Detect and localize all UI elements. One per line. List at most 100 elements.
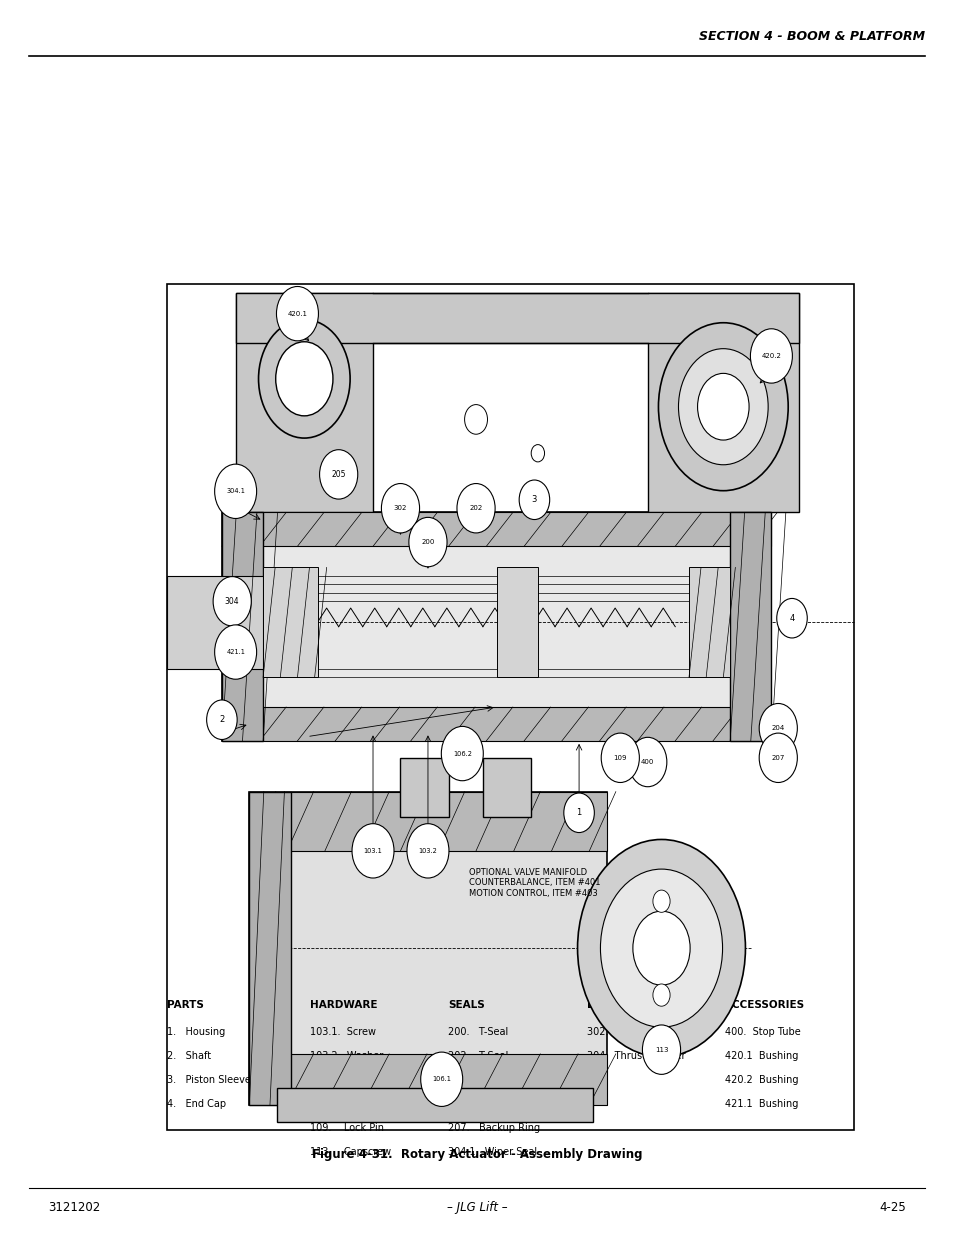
Polygon shape bbox=[222, 546, 771, 706]
Circle shape bbox=[464, 405, 487, 435]
Polygon shape bbox=[222, 513, 771, 741]
Circle shape bbox=[276, 287, 318, 341]
Text: 109.    Lock Pin: 109. Lock Pin bbox=[310, 1123, 384, 1134]
Text: 1.   Housing: 1. Housing bbox=[167, 1026, 225, 1037]
Circle shape bbox=[750, 329, 792, 383]
Polygon shape bbox=[276, 1088, 592, 1121]
Text: 420.2  Bushing: 420.2 Bushing bbox=[724, 1074, 798, 1086]
Circle shape bbox=[352, 824, 394, 878]
Text: 200: 200 bbox=[421, 538, 435, 545]
Polygon shape bbox=[249, 792, 606, 1104]
Text: 3121202: 3121202 bbox=[48, 1202, 100, 1214]
Text: 421.1: 421.1 bbox=[226, 650, 245, 655]
Text: 1: 1 bbox=[576, 808, 581, 818]
Circle shape bbox=[641, 1025, 679, 1074]
Polygon shape bbox=[688, 567, 729, 678]
Circle shape bbox=[420, 1052, 462, 1107]
Text: HARDWARE: HARDWARE bbox=[310, 1000, 377, 1010]
Circle shape bbox=[632, 911, 689, 986]
Polygon shape bbox=[497, 567, 537, 678]
Text: 304: 304 bbox=[225, 597, 239, 606]
Polygon shape bbox=[647, 293, 798, 513]
Text: 204: 204 bbox=[771, 725, 784, 731]
Circle shape bbox=[577, 840, 744, 1057]
Text: 113: 113 bbox=[654, 1046, 667, 1052]
Circle shape bbox=[678, 348, 767, 464]
Circle shape bbox=[441, 726, 483, 781]
Circle shape bbox=[652, 890, 669, 913]
Circle shape bbox=[214, 464, 256, 519]
Circle shape bbox=[600, 734, 639, 783]
Text: 207: 207 bbox=[771, 755, 784, 761]
Circle shape bbox=[776, 599, 806, 638]
Polygon shape bbox=[729, 513, 771, 741]
Text: 420.1: 420.1 bbox=[287, 311, 307, 316]
Polygon shape bbox=[263, 567, 317, 678]
Text: SEALS: SEALS bbox=[448, 1000, 485, 1010]
Text: 400.  Stop Tube: 400. Stop Tube bbox=[724, 1026, 800, 1037]
Circle shape bbox=[319, 450, 357, 499]
Text: OPTIONAL VALVE MANIFOLD
COUNTERBALANCE, ITEM #401
MOTION CONTROL, ITEM #403: OPTIONAL VALVE MANIFOLD COUNTERBALANCE, … bbox=[469, 868, 600, 898]
Circle shape bbox=[275, 342, 333, 416]
Text: 103.1.  Screw: 103.1. Screw bbox=[310, 1026, 375, 1037]
Polygon shape bbox=[482, 758, 531, 818]
Polygon shape bbox=[235, 293, 798, 343]
Polygon shape bbox=[400, 758, 448, 818]
Circle shape bbox=[407, 824, 449, 878]
Circle shape bbox=[599, 869, 721, 1028]
Circle shape bbox=[759, 704, 797, 753]
Text: 202.   T-Seal: 202. T-Seal bbox=[448, 1051, 508, 1061]
Text: 200.   T-Seal: 200. T-Seal bbox=[448, 1026, 508, 1037]
Text: 4: 4 bbox=[788, 614, 794, 622]
Text: – JLG Lift –: – JLG Lift – bbox=[446, 1202, 507, 1214]
Polygon shape bbox=[222, 513, 263, 741]
Polygon shape bbox=[249, 792, 606, 851]
Text: 3: 3 bbox=[531, 495, 537, 504]
Text: 103.1: 103.1 bbox=[363, 848, 382, 853]
Text: 304.1: 304.1 bbox=[226, 488, 245, 494]
Text: 202: 202 bbox=[469, 505, 482, 511]
Circle shape bbox=[563, 793, 594, 832]
Polygon shape bbox=[167, 576, 263, 669]
Text: 304.1.  Wiper Seal: 304.1. Wiper Seal bbox=[448, 1147, 537, 1157]
Circle shape bbox=[759, 734, 797, 783]
Text: 302.  Wear Guide: 302. Wear Guide bbox=[586, 1026, 671, 1037]
Circle shape bbox=[697, 373, 748, 440]
Text: 4.   End Cap: 4. End Cap bbox=[167, 1099, 226, 1109]
Text: ACCESSORIES: ACCESSORIES bbox=[724, 1000, 804, 1010]
Circle shape bbox=[652, 984, 669, 1007]
Text: 103.2.  Washer: 103.2. Washer bbox=[310, 1051, 383, 1061]
Text: 106.1.  Port Plug: 106.1. Port Plug bbox=[310, 1074, 390, 1086]
Text: 400: 400 bbox=[640, 760, 654, 764]
Text: 421.1  Bushing: 421.1 Bushing bbox=[724, 1099, 798, 1109]
Circle shape bbox=[214, 625, 256, 679]
Circle shape bbox=[628, 737, 666, 787]
Polygon shape bbox=[249, 792, 291, 1104]
Text: Figure 4-31.  Rotary Actuator - Assembly Drawing: Figure 4-31. Rotary Actuator - Assembly … bbox=[312, 1147, 641, 1161]
Text: 2.   Shaft: 2. Shaft bbox=[167, 1051, 211, 1061]
Text: 3.   Piston Sleeve: 3. Piston Sleeve bbox=[167, 1074, 251, 1086]
Text: 113.    Capscrew: 113. Capscrew bbox=[310, 1147, 391, 1157]
Polygon shape bbox=[235, 293, 373, 513]
Text: 109: 109 bbox=[613, 755, 626, 761]
Text: 420.2: 420.2 bbox=[760, 353, 781, 359]
Text: PARTS: PARTS bbox=[167, 1000, 204, 1010]
Circle shape bbox=[409, 517, 447, 567]
Circle shape bbox=[381, 484, 419, 534]
Text: 106.1: 106.1 bbox=[432, 1076, 451, 1082]
Text: 205.   Cup Seal: 205. Cup Seal bbox=[448, 1099, 522, 1109]
Text: 304.  Thrust Washer: 304. Thrust Washer bbox=[586, 1051, 684, 1061]
Text: 103.2: 103.2 bbox=[418, 848, 436, 853]
Bar bbox=[167, 284, 853, 1130]
Text: 207.   Backup Ring: 207. Backup Ring bbox=[448, 1123, 540, 1134]
Text: 2: 2 bbox=[219, 715, 224, 724]
Circle shape bbox=[207, 700, 237, 740]
Text: 420.1  Bushing: 420.1 Bushing bbox=[724, 1051, 798, 1061]
Polygon shape bbox=[222, 706, 771, 741]
Text: 106.2: 106.2 bbox=[453, 751, 472, 757]
Circle shape bbox=[213, 577, 251, 626]
Text: 204.   O-ring: 204. O-ring bbox=[448, 1074, 509, 1086]
Text: 4-25: 4-25 bbox=[879, 1202, 905, 1214]
Circle shape bbox=[518, 480, 549, 520]
Circle shape bbox=[531, 445, 544, 462]
